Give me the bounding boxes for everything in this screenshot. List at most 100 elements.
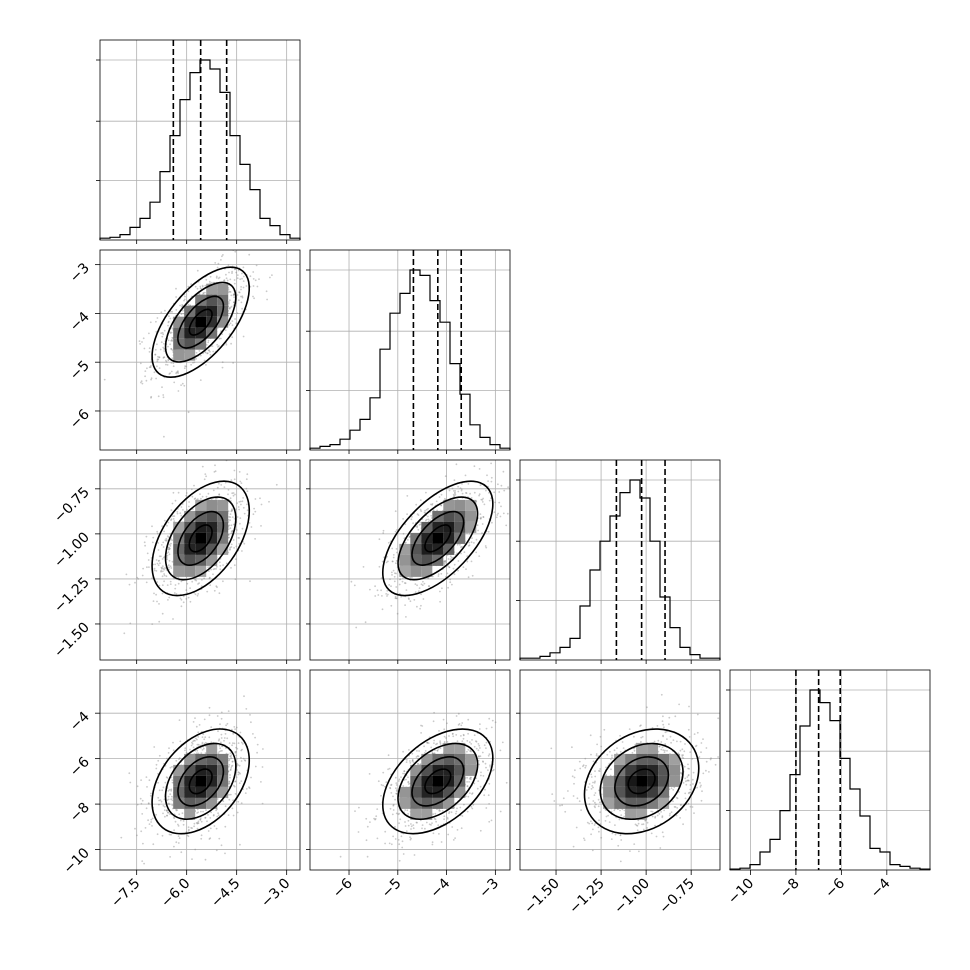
sample-point [605, 815, 608, 818]
sample-point [147, 559, 150, 561]
sample-point [231, 270, 234, 273]
sample-point [175, 287, 177, 290]
sample-point [465, 492, 467, 494]
sample-point [246, 509, 249, 512]
sample-point [169, 856, 172, 858]
sample-point [275, 483, 278, 486]
sample-point [195, 579, 198, 582]
sample-point [225, 343, 228, 346]
sample-point [194, 739, 196, 742]
sample-point [215, 276, 218, 279]
sample-point [451, 826, 454, 828]
sample-point [468, 544, 471, 547]
sample-point [430, 746, 433, 749]
sample-point [482, 516, 485, 518]
sample-point [195, 725, 198, 728]
sample-point [395, 812, 398, 815]
sample-point [240, 760, 243, 762]
density-cell [399, 797, 411, 809]
density-cell [184, 510, 196, 522]
sample-point [410, 825, 413, 828]
contour-level-3 [381, 480, 494, 597]
density-cell [454, 532, 466, 544]
histogram-step-line [729, 689, 931, 870]
sample-point [380, 589, 382, 592]
sample-point [176, 511, 179, 513]
density-cell [421, 808, 433, 820]
sample-point [166, 539, 168, 542]
sample-point [162, 357, 165, 359]
sample-point [243, 512, 246, 515]
sample-point [248, 253, 251, 256]
sample-point [232, 539, 235, 541]
sample-point [166, 584, 169, 586]
sample-point [244, 759, 247, 762]
sample-point [233, 293, 235, 295]
sample-point [410, 837, 412, 840]
sample-point [466, 785, 469, 788]
sample-point [142, 337, 145, 340]
sample-point [218, 337, 221, 340]
sample-point [208, 577, 211, 580]
sample-point [408, 598, 410, 600]
sample-point [495, 516, 498, 519]
sample-point [220, 733, 223, 736]
sample-point [230, 754, 233, 756]
sample-point [413, 599, 416, 601]
sample-point [201, 495, 204, 498]
sample-point [439, 600, 441, 603]
sample-point [192, 361, 194, 364]
sample-point [167, 359, 170, 362]
sample-point [362, 566, 365, 568]
sample-point [141, 382, 144, 385]
sample-point [197, 811, 200, 814]
sample-point [479, 513, 482, 515]
sample-point [240, 741, 243, 744]
sample-point [241, 550, 243, 552]
sample-point [687, 774, 690, 776]
sample-point [209, 353, 212, 356]
sample-point [227, 710, 230, 712]
sample-point [217, 277, 220, 280]
sample-point [260, 525, 262, 527]
sample-point [168, 546, 171, 549]
density-cell [184, 554, 196, 566]
sample-point [201, 579, 203, 581]
sample-point [161, 565, 164, 568]
sample-point [376, 837, 379, 840]
sample-point [487, 794, 490, 797]
sample-point [171, 339, 173, 341]
sample-point [485, 747, 487, 749]
sample-point [203, 718, 206, 721]
sample-point [167, 564, 170, 567]
sample-point [480, 774, 482, 777]
sample-point [471, 807, 474, 810]
sample-point [676, 797, 679, 800]
sample-point [479, 484, 482, 486]
sample-point [229, 519, 232, 522]
sample-point [168, 833, 171, 836]
density-cell [217, 532, 229, 544]
sample-point [160, 800, 163, 803]
sample-point [179, 740, 182, 743]
sample-point [155, 570, 158, 572]
sample-point [407, 597, 410, 600]
sample-point [167, 551, 170, 553]
sample-point [231, 530, 234, 532]
sample-point [229, 513, 232, 515]
sample-point [153, 371, 156, 374]
sample-point [230, 305, 233, 308]
sample-point [143, 347, 146, 350]
contour-level-0 [424, 524, 452, 553]
density-cells [399, 742, 477, 820]
sample-point [266, 298, 268, 301]
sample-point [477, 749, 480, 752]
sample-point [190, 488, 193, 491]
sample-point [686, 776, 689, 778]
sample-point [216, 586, 218, 589]
density-cell [206, 554, 218, 566]
sample-point [174, 499, 177, 502]
sample-point [232, 799, 235, 802]
sample-point [162, 804, 165, 807]
